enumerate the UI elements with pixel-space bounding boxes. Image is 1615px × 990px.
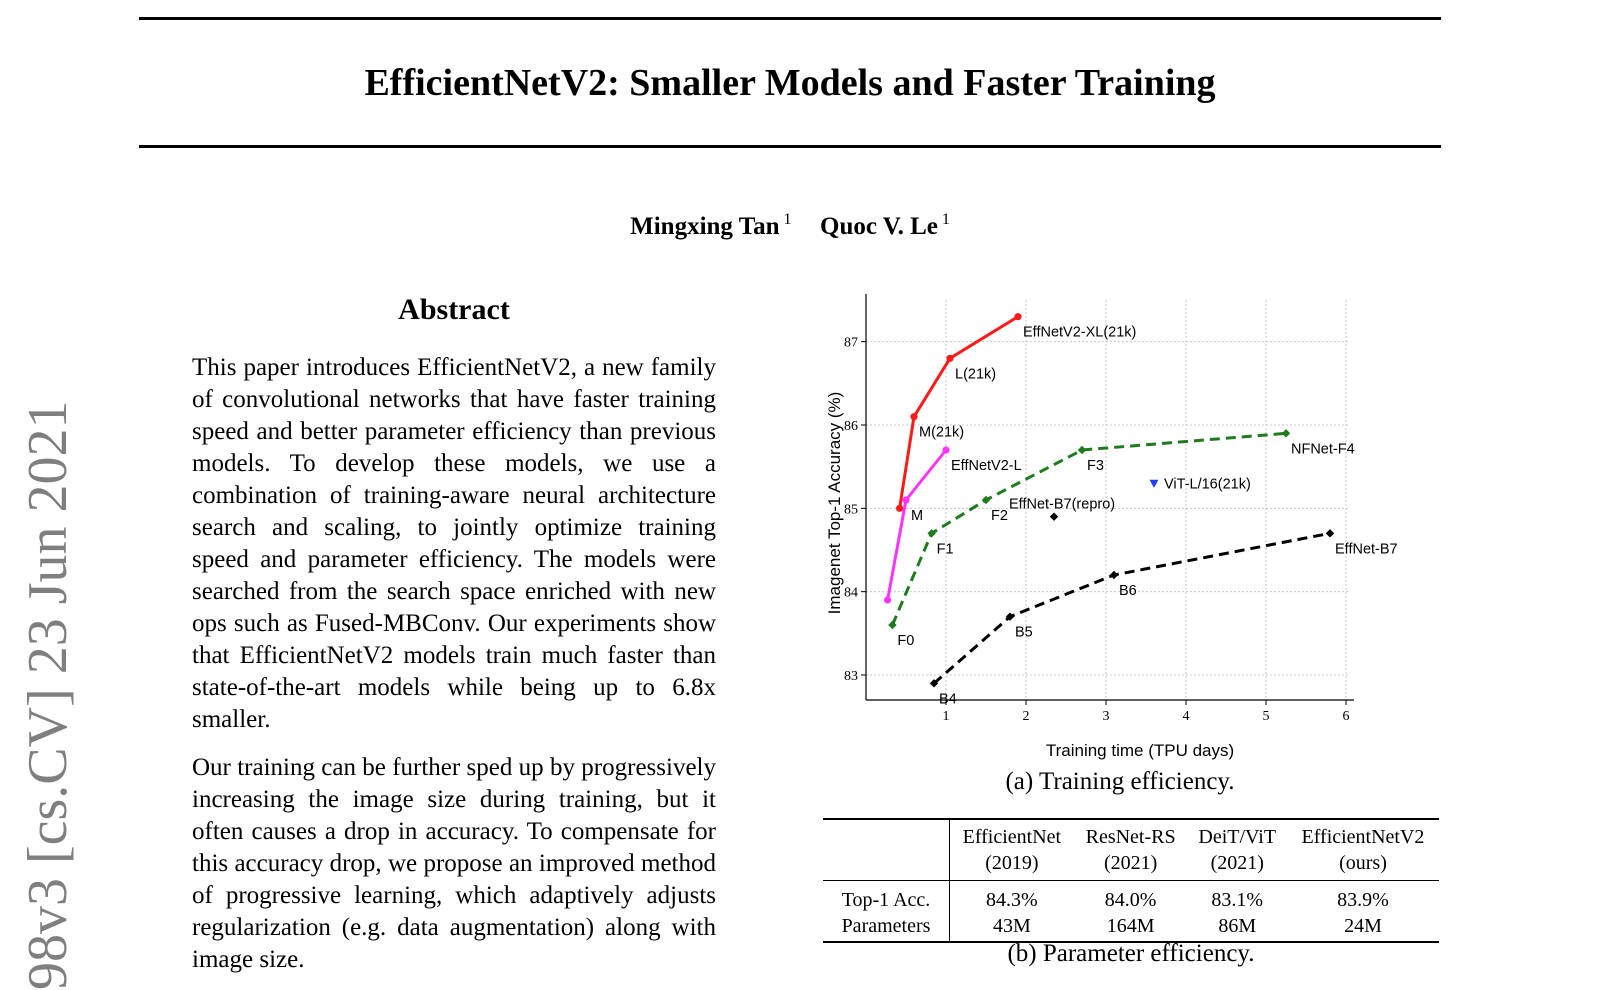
data-label: F3 [1087, 458, 1104, 474]
figure-caption-b: (b) Parameter efficiency. [1007, 940, 1255, 967]
data-point [1109, 570, 1119, 580]
y-tick-label: 87 [844, 336, 858, 351]
chart-series: M(21k) L(21k) EffNetV2-XL(21k) M EffNetV2-L F… [884, 313, 1398, 707]
data-point [1281, 429, 1291, 438]
y-tick-label: 83 [844, 669, 858, 684]
x-tick-label: 5 [1263, 709, 1270, 724]
author-affiliation: 1 [941, 211, 950, 228]
table-row-label: Top-1 Acc. [823, 880, 950, 913]
data-label: B4 [939, 691, 957, 707]
series-line [898, 315, 1019, 509]
table-column-header: EfficientNetV2 (ours) [1286, 819, 1439, 881]
data-point [981, 495, 991, 505]
table-row: Parameters 43M 164M 86M 24M [823, 913, 1439, 943]
abstract-heading: Abstract [398, 293, 510, 326]
data-point [888, 620, 897, 630]
table-column-header: EfficientNet (2019) [949, 819, 1074, 881]
table-cell: 84.0% [1104, 889, 1157, 911]
title-rule-top [139, 17, 1441, 20]
data-label: B6 [1119, 583, 1137, 599]
paper-title: EfficientNetV2: Smaller Models and Faste… [364, 62, 1216, 104]
title-rule-bottom [139, 145, 1441, 148]
parameter-efficiency-table: EfficientNet (2019) ResNet-RS (2021) DeiT/… [823, 818, 1439, 943]
table-cell: 83.9% [1337, 889, 1389, 911]
table-cell: 43M [949, 913, 1074, 943]
table-corner-cell [823, 819, 950, 881]
table-cell: 84.3% [986, 889, 1038, 911]
data-label: EffNetV2-XL(21k) [1023, 325, 1136, 341]
series-line [933, 531, 1331, 685]
data-label: EffNet-B7 [1335, 541, 1398, 557]
data-label: F1 [937, 541, 954, 557]
abstract-paragraph: This paper introduces EfficientNetV2, a … [192, 354, 716, 733]
series-line [886, 449, 948, 601]
data-label: F2 [991, 508, 1008, 524]
table-cell: 83.1% [1211, 889, 1264, 911]
data-point [1049, 512, 1059, 521]
table-row: Top-1 Acc. 84.3% 84.0% 83.1% 83.9% [823, 880, 1439, 913]
table-header-row: EfficientNet (2019) ResNet-RS (2021) DeiT/… [823, 819, 1439, 881]
data-point [1077, 445, 1087, 455]
data-label: L(21k) [955, 366, 996, 382]
chart-axes: 1 2 3 4 5 6 83 84 85 86 87 [844, 294, 1354, 724]
data-label: EffNetV2-L [951, 458, 1022, 474]
x-tick-label: 1 [943, 709, 950, 724]
data-label: M(21k) [919, 425, 964, 441]
arxiv-stamp: 98v3 [cs.CV] 23 Jun 2021 [17, 400, 79, 990]
table-column-header: DeiT/ViT (2021) [1187, 819, 1287, 881]
x-tick-label: 4 [1183, 709, 1190, 724]
data-point [902, 496, 910, 504]
data-point [929, 679, 939, 688]
table-column-header: ResNet-RS (2021) [1073, 819, 1188, 881]
data-point [942, 446, 950, 454]
data-point [910, 413, 918, 421]
author-list: Mingxing Tan 1 Quoc V. Le 1 [139, 204, 1441, 243]
data-point [896, 504, 904, 512]
chart-x-axis-label: Training time (TPU days) [1046, 741, 1234, 760]
x-tick-label: 6 [1343, 709, 1350, 724]
data-label: B5 [1015, 625, 1033, 641]
data-point [946, 354, 954, 362]
training-efficiency-chart: 1 2 3 4 5 6 83 84 85 86 87 M(21k) L(21k) EffNetV2-XL… [825, 294, 1398, 760]
data-label: F0 [897, 633, 914, 649]
data-point [1005, 612, 1015, 621]
data-label: EffNet-B7(repro) [1009, 497, 1115, 513]
chart-grid [866, 300, 1350, 700]
abstract-paragraph: Our training can be further sped up by p… [192, 754, 716, 973]
data-label: NFNet-F4 [1291, 441, 1355, 457]
data-point [884, 596, 892, 604]
figure-caption-a: (a) Training efficiency. [1005, 768, 1235, 795]
data-label: ViT-L/16(21k) [1164, 476, 1251, 492]
author-name: Quoc V. Le [820, 213, 938, 240]
data-point [1014, 313, 1022, 321]
chart-y-axis-label: Imagenet Top-1 Accuracy (%) [825, 392, 844, 615]
author-name: Mingxing Tan [630, 213, 780, 240]
y-tick-label: 84 [844, 586, 858, 601]
y-tick-label: 85 [844, 502, 858, 517]
y-tick-label: 86 [844, 419, 858, 434]
data-label: M [911, 508, 923, 524]
table-cell: 86M [1187, 913, 1287, 943]
data-point [1149, 479, 1159, 488]
x-tick-label: 2 [1023, 709, 1030, 724]
data-point [1325, 529, 1335, 538]
x-tick-label: 3 [1103, 709, 1110, 724]
table-cell: 164M [1073, 913, 1188, 943]
table-cell: 24M [1286, 913, 1439, 943]
table-row-label: Parameters [823, 913, 950, 943]
author-affiliation: 1 [783, 211, 792, 228]
